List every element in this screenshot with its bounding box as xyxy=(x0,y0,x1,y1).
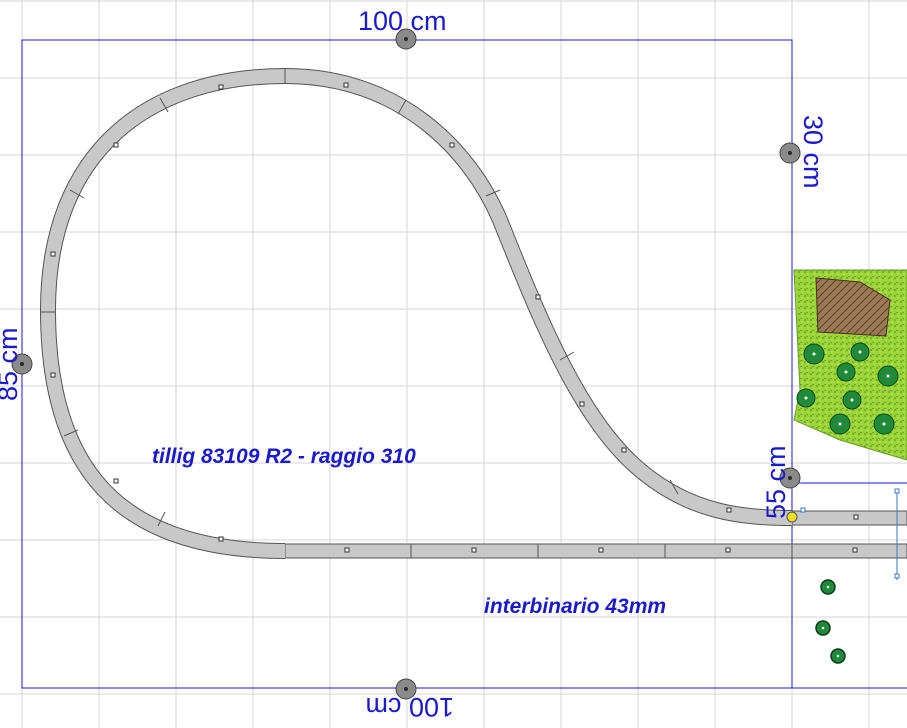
scenery-patch xyxy=(793,269,907,461)
dim-bottom-label: 100 cm xyxy=(365,692,454,722)
track-note[interactable]: tillig 83109 R2 - raggio 310 xyxy=(152,445,416,468)
dim-top-label: 100 cm xyxy=(358,6,447,36)
bush-dots xyxy=(804,350,890,426)
selected-endpoint xyxy=(786,511,798,523)
small-trees xyxy=(815,579,846,664)
dim-right-lower-label: 55 cm xyxy=(761,445,791,519)
board-outline xyxy=(21,39,907,689)
track-straight-lower xyxy=(284,543,907,559)
track-straight-upper xyxy=(791,510,907,526)
spacing-note[interactable]: interbinario 43mm xyxy=(484,595,667,618)
track-loop xyxy=(40,68,793,559)
dim-left-label: 85 cm xyxy=(0,327,23,401)
dim-right-upper-label: 30 cm xyxy=(798,115,828,189)
